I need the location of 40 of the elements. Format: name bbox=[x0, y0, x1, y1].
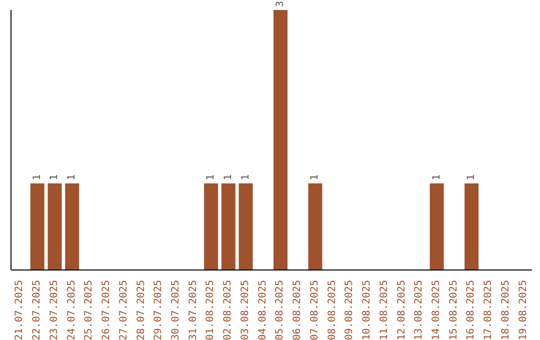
x-tick-label: 01.08.2025 bbox=[205, 280, 216, 340]
x-tick-label: 02.08.2025 bbox=[222, 280, 234, 340]
x-tick-label: 13.08.2025 bbox=[414, 280, 425, 340]
data-label: 3 bbox=[275, 0, 286, 7]
x-tick-label: 27.07.2025 bbox=[118, 280, 130, 340]
data-label: 1 bbox=[310, 174, 321, 180]
x-tick-label: 29.07.2025 bbox=[153, 280, 164, 340]
x-tick-label: 06.08.2025 bbox=[292, 280, 304, 340]
x-tick-label: 28.07.2025 bbox=[136, 280, 147, 340]
x-tick-label: 11.08.2025 bbox=[378, 280, 390, 340]
x-tick-label: 26.07.2025 bbox=[101, 280, 112, 340]
x-tick-label: 07.08.2025 bbox=[309, 280, 320, 340]
data-label: 1 bbox=[431, 174, 442, 180]
x-tick-label: 09.08.2025 bbox=[344, 280, 356, 340]
x-tick-label: 22.07.2025 bbox=[32, 280, 43, 340]
x-tick-label: 30.07.2025 bbox=[170, 280, 182, 340]
x-tick-label: 15.08.2025 bbox=[448, 280, 460, 340]
x-tick-label: 17.08.2025 bbox=[483, 280, 494, 340]
data-label: 1 bbox=[206, 174, 217, 180]
x-tick-label: 08.08.2025 bbox=[326, 280, 338, 340]
data-label: 1 bbox=[66, 174, 78, 180]
x-tick-label: 18.08.2025 bbox=[500, 280, 512, 340]
data-label: 1 bbox=[240, 174, 252, 180]
x-tick-label: 31.07.2025 bbox=[188, 280, 199, 340]
x-tick-label: 12.08.2025 bbox=[396, 280, 408, 340]
x-tick-label: 25.07.2025 bbox=[84, 280, 95, 340]
x-tick-label: 04.08.2025 bbox=[257, 280, 268, 340]
x-tick-label: 16.08.2025 bbox=[466, 280, 477, 340]
x-tick-label: 21.07.2025 bbox=[14, 280, 26, 340]
x-tick-label: 14.08.2025 bbox=[430, 280, 442, 340]
x-tick-label: 03.08.2025 bbox=[240, 280, 251, 340]
x-tick-label: 05.08.2025 bbox=[274, 280, 286, 340]
x-tick-label: 19.08.2025 bbox=[518, 280, 529, 340]
x-tick-label: 23.07.2025 bbox=[48, 280, 60, 340]
data-label: 1 bbox=[466, 174, 478, 180]
data-label: 1 bbox=[222, 174, 234, 180]
data-label: 1 bbox=[49, 174, 60, 180]
x-tick-label: 24.07.2025 bbox=[66, 280, 78, 340]
x-tick-label: 10.08.2025 bbox=[362, 280, 373, 340]
data-label: 1 bbox=[32, 174, 43, 180]
